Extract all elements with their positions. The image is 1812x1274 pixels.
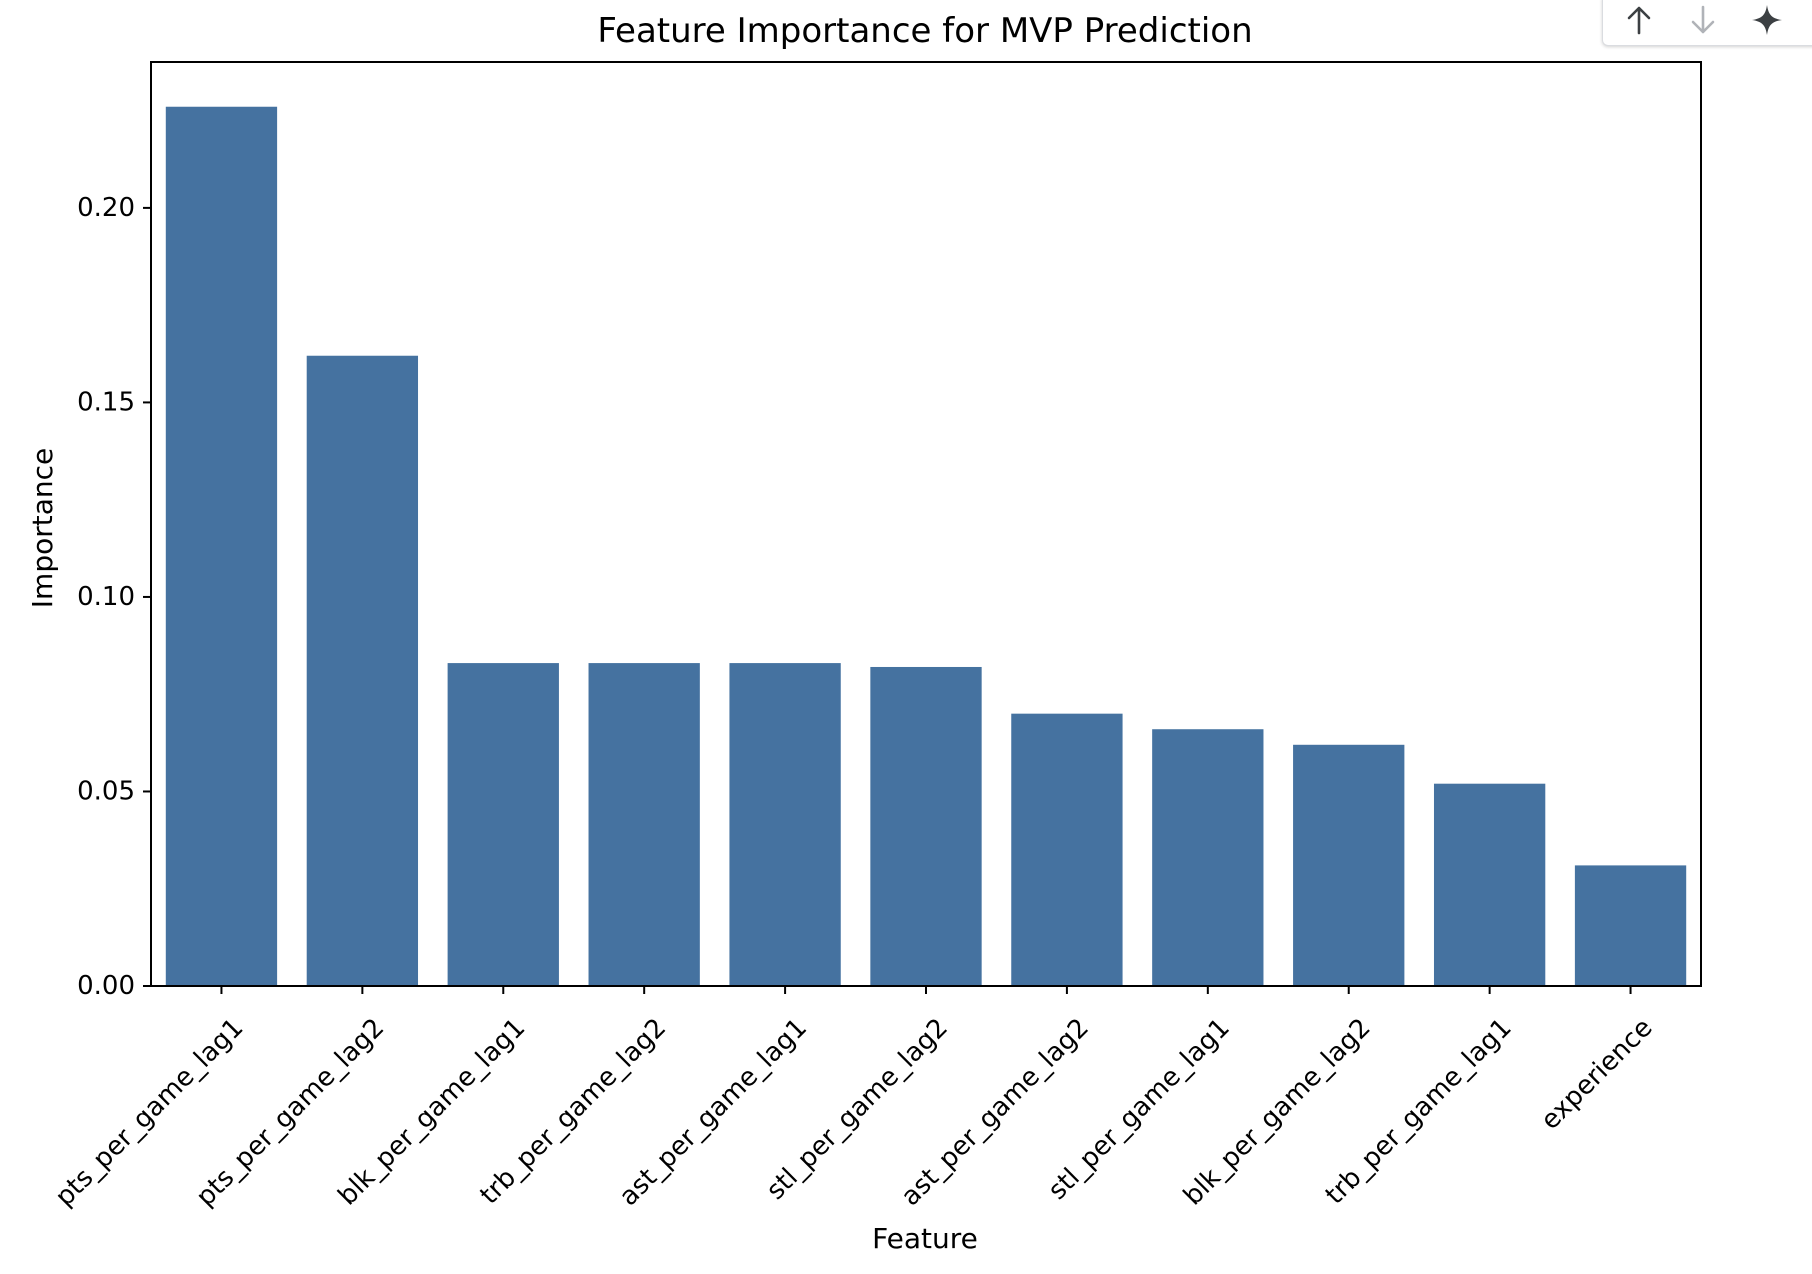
- chart-title: Feature Importance for MVP Prediction: [597, 11, 1252, 51]
- bar-trb_per_game_lag1: [1433, 783, 1546, 986]
- x-tick-label: experience: [1535, 1013, 1658, 1136]
- bar-ast_per_game_lag1: [729, 663, 841, 986]
- y-tick-label: 0.05: [77, 776, 135, 806]
- x-axis-label: Feature: [872, 1222, 978, 1255]
- bar-ast_per_game_lag2: [1011, 713, 1123, 986]
- arrow-down-icon: [1691, 5, 1715, 34]
- bar-blk_per_game_lag1: [447, 663, 559, 986]
- arrow-up-icon: [1627, 6, 1651, 35]
- move-up-button[interactable]: [1621, 2, 1657, 38]
- y-axis: 0.00 0.05 0.10 0.15 0.20: [77, 193, 151, 1001]
- ai-assist-button[interactable]: [1749, 2, 1785, 38]
- bar-pts_per_game_lag2: [306, 355, 419, 986]
- sparkle-icon: [1752, 5, 1782, 35]
- y-tick-label: 0.20: [77, 193, 135, 223]
- bar-pts_per_game_lag1: [165, 106, 278, 987]
- bars-group: [165, 106, 1687, 987]
- y-tick-label: 0.00: [77, 971, 135, 1001]
- bar-stl_per_game_lag1: [1152, 729, 1264, 986]
- cell-toolbar: [1602, 0, 1812, 46]
- x-axis: pts_per_game_lag1pts_per_game_lag2blk_pe…: [50, 986, 1659, 1212]
- y-tick-label: 0.10: [77, 582, 135, 612]
- bar-experience: [1574, 865, 1687, 986]
- bar-trb_per_game_lag2: [588, 663, 700, 986]
- move-down-button[interactable]: [1685, 2, 1721, 38]
- bar-blk_per_game_lag2: [1293, 744, 1405, 986]
- y-tick-label: 0.15: [77, 387, 135, 417]
- y-axis-label: Importance: [26, 448, 59, 608]
- bar-stl_per_game_lag2: [870, 666, 982, 986]
